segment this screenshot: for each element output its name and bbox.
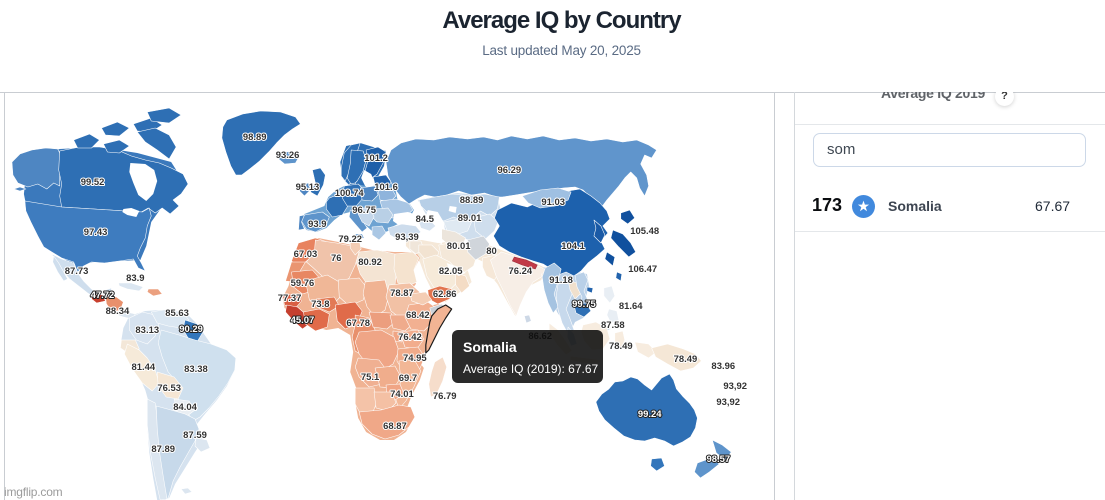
svg-text:75.1: 75.1: [361, 372, 379, 383]
svg-text:69.7: 69.7: [399, 373, 417, 384]
svg-text:91.03: 91.03: [541, 197, 565, 208]
svg-text:82.05: 82.05: [439, 266, 463, 277]
svg-text:106.47: 106.47: [628, 264, 657, 275]
svg-text:88.89: 88.89: [460, 195, 484, 206]
svg-text:83.96: 83.96: [711, 361, 735, 372]
svg-text:74.01: 74.01: [390, 389, 414, 400]
svg-text:99.75: 99.75: [572, 299, 596, 310]
svg-text:98.89: 98.89: [243, 132, 267, 143]
svg-text:96.75: 96.75: [352, 205, 376, 216]
svg-text:93,92: 93,92: [716, 397, 740, 408]
svg-text:83.9: 83.9: [126, 273, 144, 284]
svg-text:84.5: 84.5: [416, 214, 434, 225]
svg-text:93,39: 93,39: [395, 232, 419, 243]
svg-text:62.86: 62.86: [433, 289, 457, 300]
svg-text:81.64: 81.64: [619, 301, 643, 312]
svg-text:93,92: 93,92: [723, 381, 747, 392]
svg-text:101.6: 101.6: [374, 182, 398, 193]
svg-text:83.13: 83.13: [135, 325, 159, 336]
svg-text:78.87: 78.87: [390, 288, 414, 299]
svg-text:100.74: 100.74: [335, 188, 365, 199]
svg-text:84.04: 84.04: [173, 402, 197, 413]
svg-text:87.58: 87.58: [601, 320, 625, 331]
svg-text:87.89: 87.89: [151, 444, 175, 455]
svg-text:73.8: 73.8: [311, 299, 329, 310]
svg-text:98.57: 98.57: [706, 454, 730, 465]
svg-text:80.92: 80.92: [358, 257, 382, 268]
svg-text:79.22: 79.22: [338, 234, 362, 245]
svg-text:78.49: 78.49: [609, 341, 633, 352]
svg-text:99.24: 99.24: [638, 409, 662, 420]
svg-text:68.87: 68.87: [383, 421, 407, 432]
svg-text:81.44: 81.44: [131, 362, 155, 373]
svg-text:45.07: 45.07: [291, 315, 315, 326]
svg-text:96.29: 96.29: [498, 165, 522, 176]
svg-text:47.72: 47.72: [91, 290, 115, 301]
svg-text:99.52: 99.52: [81, 177, 105, 188]
svg-text:87.73: 87.73: [65, 266, 89, 277]
svg-text:90.29: 90.29: [179, 324, 203, 335]
svg-text:89.01: 89.01: [458, 213, 482, 224]
svg-text:80.01: 80.01: [447, 241, 471, 252]
svg-text:85.63: 85.63: [165, 308, 189, 319]
svg-text:74.95: 74.95: [403, 353, 427, 364]
svg-text:76.79: 76.79: [433, 391, 457, 402]
svg-text:67.03: 67.03: [294, 249, 318, 260]
svg-text:88.34: 88.34: [106, 306, 130, 317]
svg-text:76.53: 76.53: [157, 383, 181, 394]
svg-text:93.9: 93.9: [308, 219, 326, 230]
svg-text:104.1: 104.1: [561, 241, 585, 252]
svg-text:77.37: 77.37: [278, 293, 302, 304]
svg-text:76: 76: [331, 253, 342, 264]
svg-text:105.48: 105.48: [630, 226, 659, 237]
svg-text:83.38: 83.38: [184, 364, 208, 375]
svg-text:78.49: 78.49: [674, 354, 698, 365]
svg-text:68.42: 68.42: [406, 310, 430, 321]
svg-text:95.13: 95.13: [296, 182, 320, 193]
svg-text:76.24: 76.24: [508, 266, 532, 277]
svg-text:101.2: 101.2: [364, 153, 388, 164]
svg-text:67.78: 67.78: [346, 318, 370, 329]
svg-text:80: 80: [486, 246, 497, 257]
svg-text:91.18: 91.18: [549, 275, 573, 286]
svg-text:87.59: 87.59: [183, 430, 207, 441]
svg-text:97.43: 97.43: [84, 227, 108, 238]
svg-text:93.26: 93.26: [276, 150, 300, 161]
svg-text:59.76: 59.76: [291, 278, 315, 289]
svg-text:76.42: 76.42: [398, 332, 422, 343]
